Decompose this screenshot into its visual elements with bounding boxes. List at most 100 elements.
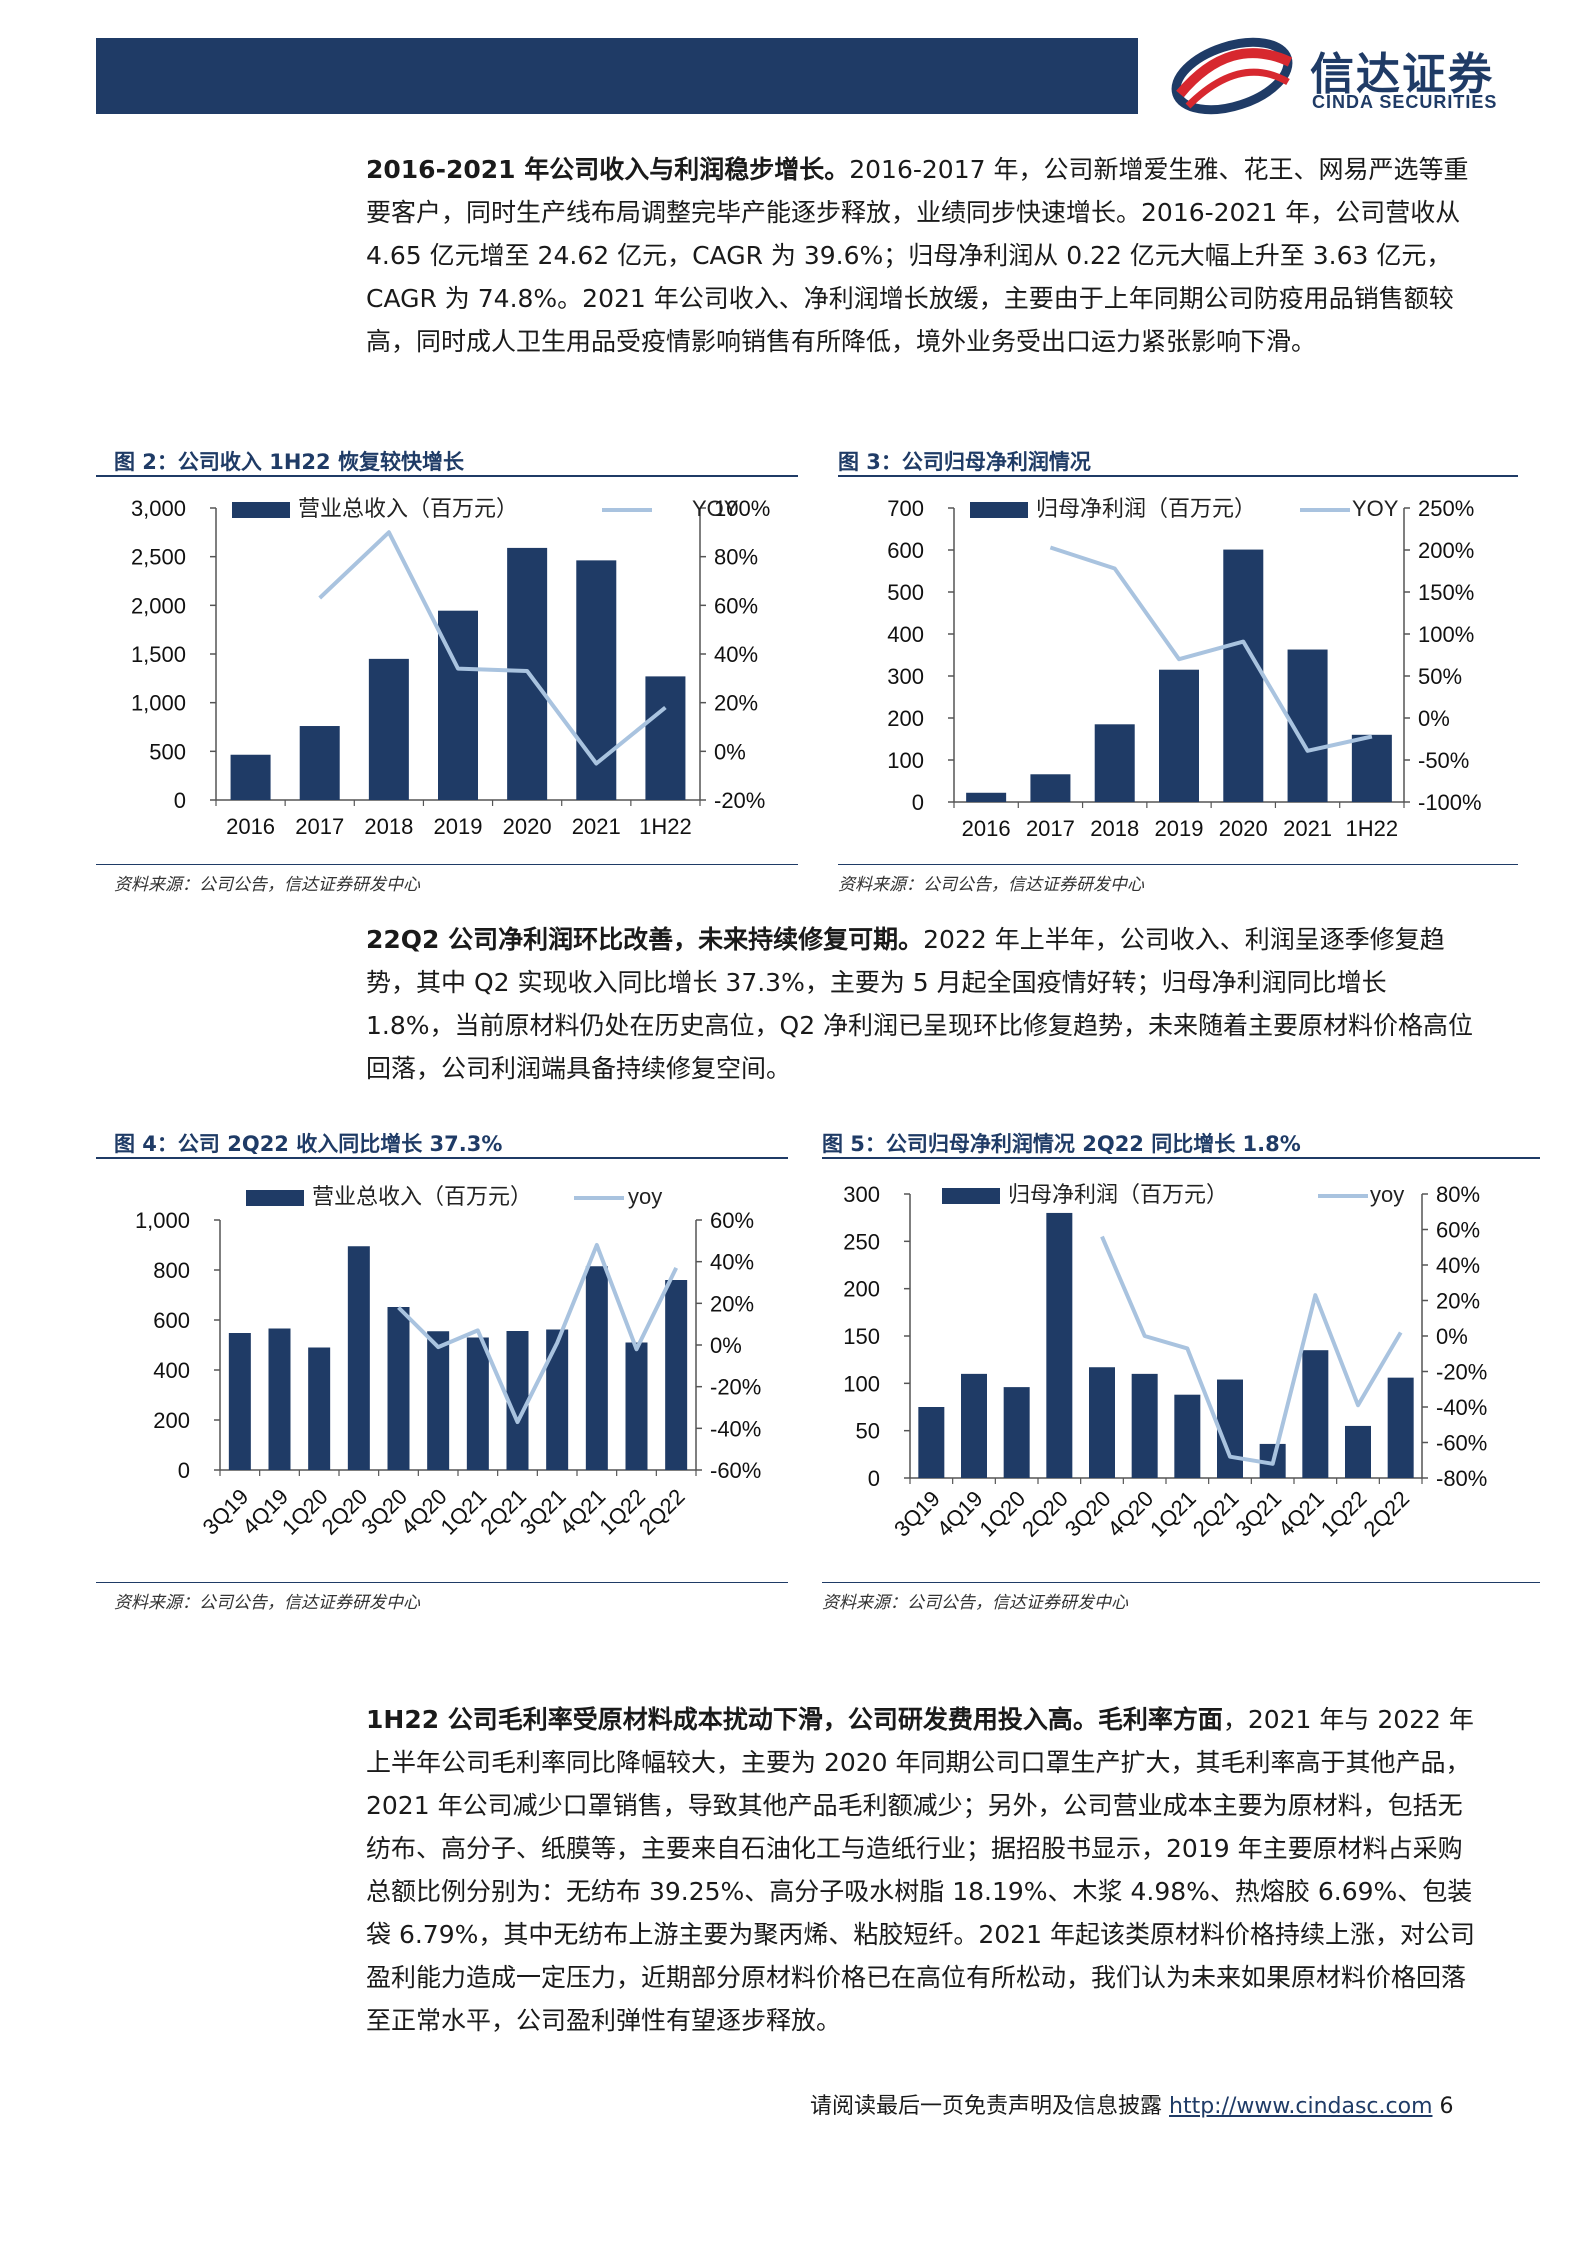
bar-3Q20 [387, 1307, 410, 1470]
paragraph-2-body: 2022 年上半年，公司收入、利润呈逐季修复趋势，其中 Q2 实现收入同比增长 … [366, 925, 1474, 1083]
logo-en-text: CINDA SECURITIES [1312, 92, 1498, 112]
paragraph-1-lead: 2016-2021 年公司收入与利润稳步增长。 [366, 155, 850, 184]
left-tick-label: 0 [178, 1458, 190, 1483]
paragraph-1: 2016-2021 年公司收入与利润稳步增长。2016-2017 年，公司新增爱… [366, 148, 1481, 363]
left-tick-label: 300 [843, 1182, 880, 1207]
bar-2Q21 [1217, 1379, 1243, 1478]
legend-line-label: YOY [1352, 496, 1399, 521]
yoy-line [1100, 1235, 1403, 1466]
left-tick-label: 2,000 [131, 593, 186, 618]
legend-line-label: yoy [1370, 1182, 1404, 1207]
figure-3-chart: 0 100 200 300 400 500 600 700 -100% -50% 0% 50% 100%… [887, 496, 1482, 841]
legend-bar-label: 营业总收入（百万元） [298, 496, 518, 521]
legend-bar-label: 归母净利润（百万元） [1036, 496, 1256, 521]
left-tick-label: 100 [887, 748, 924, 773]
right-tick-label: -100% [1418, 790, 1482, 815]
legend-bar-swatch [970, 502, 1028, 518]
right-tick-label: -80% [1436, 1466, 1487, 1491]
x-tick-label: 2Q21 [1188, 1486, 1244, 1542]
right-tick-label: -20% [1436, 1360, 1487, 1385]
right-tick-label: -50% [1418, 748, 1469, 773]
bar-2021 [576, 560, 617, 800]
bar-4Q19 [961, 1373, 987, 1478]
right-tick-label: 40% [714, 642, 758, 667]
paragraph-3-lead: 1H22 公司毛利率受原材料成本扰动下滑，公司研发费用投入高。毛利率方面 [366, 1705, 1223, 1734]
x-tick-label: 3Q19 [889, 1486, 945, 1542]
right-tick-label: 40% [1436, 1253, 1480, 1278]
right-tick-label: 80% [714, 545, 758, 570]
figure-2-chart: 0 500 1,000 1,500 2,000 2,500 3,000 -20% 0% 20% 40… [131, 496, 770, 839]
figure-3-title: 图 3：公司归母净利润情况 [838, 450, 1091, 474]
x-tick-label: 2017 [1026, 816, 1075, 841]
right-tick-label: -40% [710, 1416, 761, 1441]
right-tick-label: 20% [1436, 1289, 1480, 1314]
bar-2Q20 [1046, 1212, 1073, 1478]
logo-cn-text: 信达证券 [1310, 49, 1494, 100]
bar-2018 [1094, 724, 1135, 802]
x-tick-label: 1Q22 [1316, 1486, 1372, 1542]
figure-2-title: 图 2：公司收入 1H22 恢复较快增长 [114, 450, 464, 474]
bar-1Q20 [308, 1347, 331, 1470]
figure-5-bottom-rule [822, 1582, 1540, 1583]
right-tick-label: 80% [1436, 1182, 1480, 1207]
x-tick-label: 1H22 [1346, 816, 1399, 841]
bar-4Q19 [268, 1328, 291, 1470]
x-tick-label: 1Q20 [277, 1484, 333, 1540]
footer-url-link[interactable]: http://www.cindasc.com [1169, 2094, 1433, 2119]
bar-1Q20 [1003, 1387, 1030, 1478]
right-tick-label: 0% [714, 739, 746, 764]
right-tick-label: 0% [1436, 1324, 1468, 1349]
legend-bar-swatch [246, 1190, 304, 1206]
page-footer: 请阅读最后一页免责声明及信息披露 http://www.cindasc.com … [810, 2088, 1454, 2120]
figure-4-bottom-rule [96, 1582, 788, 1583]
bar-1Q21 [466, 1337, 489, 1470]
bar-2018 [368, 658, 409, 800]
right-tick-label: -20% [714, 788, 765, 813]
footer-disclaimer: 请阅读最后一页免责声明及信息披露 [810, 2094, 1163, 2119]
figure-5-chart: 0 50 100 150 200 250 300 -80% -60% -40% -20% 0% 20% 4… [843, 1182, 1487, 1542]
x-tick-label: 2Q20 [1017, 1486, 1073, 1542]
x-tick-label: 2017 [295, 814, 344, 839]
legend-bar-label: 营业总收入（百万元） [312, 1184, 532, 1209]
logo-swirl-icon [1171, 37, 1293, 115]
bar-3Q20 [1089, 1367, 1115, 1478]
left-tick-label: 3,000 [131, 496, 186, 521]
left-tick-label: 200 [843, 1277, 880, 1302]
figure-4-title: 图 4：公司 2Q22 收入同比增长 37.3% [114, 1132, 503, 1156]
figure-4-source: 资料来源：公司公告，信达证券研发中心 [114, 1593, 420, 1613]
bar-2020 [1223, 549, 1264, 802]
left-tick-label: 0 [174, 788, 186, 813]
left-tick-label: 700 [887, 496, 924, 521]
right-tick-label: 60% [714, 593, 758, 618]
figure-5-title: 图 5：公司归母净利润情况 2Q22 同比增长 1.8% [822, 1132, 1301, 1156]
right-tick-label: 20% [710, 1291, 754, 1316]
x-tick-label: 1H22 [639, 814, 692, 839]
paragraph-3: 1H22 公司毛利率受原材料成本扰动下滑，公司研发费用投入高。毛利率方面，202… [366, 1698, 1481, 2042]
x-tick-label: 2Q22 [1358, 1486, 1414, 1542]
paragraph-2: 22Q2 公司净利润环比改善，未来持续修复可期。2022 年上半年，公司收入、利… [366, 918, 1481, 1090]
figure-5-top-rule [822, 1157, 1540, 1159]
x-tick-label: 2018 [364, 814, 413, 839]
right-tick-label: 60% [1436, 1218, 1480, 1243]
bar-2Q21 [506, 1331, 529, 1470]
left-tick-label: 300 [887, 664, 924, 689]
figure-2-source: 资料来源：公司公告，信达证券研发中心 [114, 875, 420, 895]
bar-2Q22 [1387, 1377, 1414, 1478]
left-tick-label: 1,000 [135, 1208, 190, 1233]
x-tick-label: 2016 [226, 814, 275, 839]
x-tick-label: 2021 [1283, 816, 1332, 841]
bar-3Q19 [918, 1407, 945, 1478]
x-tick-label: 2021 [572, 814, 621, 839]
right-tick-label: 250% [1418, 496, 1474, 521]
legend-line-label: yoy [628, 1184, 662, 1209]
left-tick-label: 100 [843, 1371, 880, 1396]
x-tick-label: 3Q21 [515, 1484, 571, 1540]
x-tick-label: 4Q20 [1102, 1486, 1158, 1542]
x-tick-label: 2Q20 [317, 1484, 373, 1540]
x-tick-label: 1Q20 [974, 1486, 1030, 1542]
bar-2017 [1030, 774, 1071, 802]
bar-2016 [230, 754, 271, 800]
paragraph-2-lead: 22Q2 公司净利润环比改善，未来持续修复可期。 [366, 925, 924, 954]
x-tick-label: 3Q20 [1060, 1486, 1116, 1542]
left-tick-label: 500 [887, 580, 924, 605]
